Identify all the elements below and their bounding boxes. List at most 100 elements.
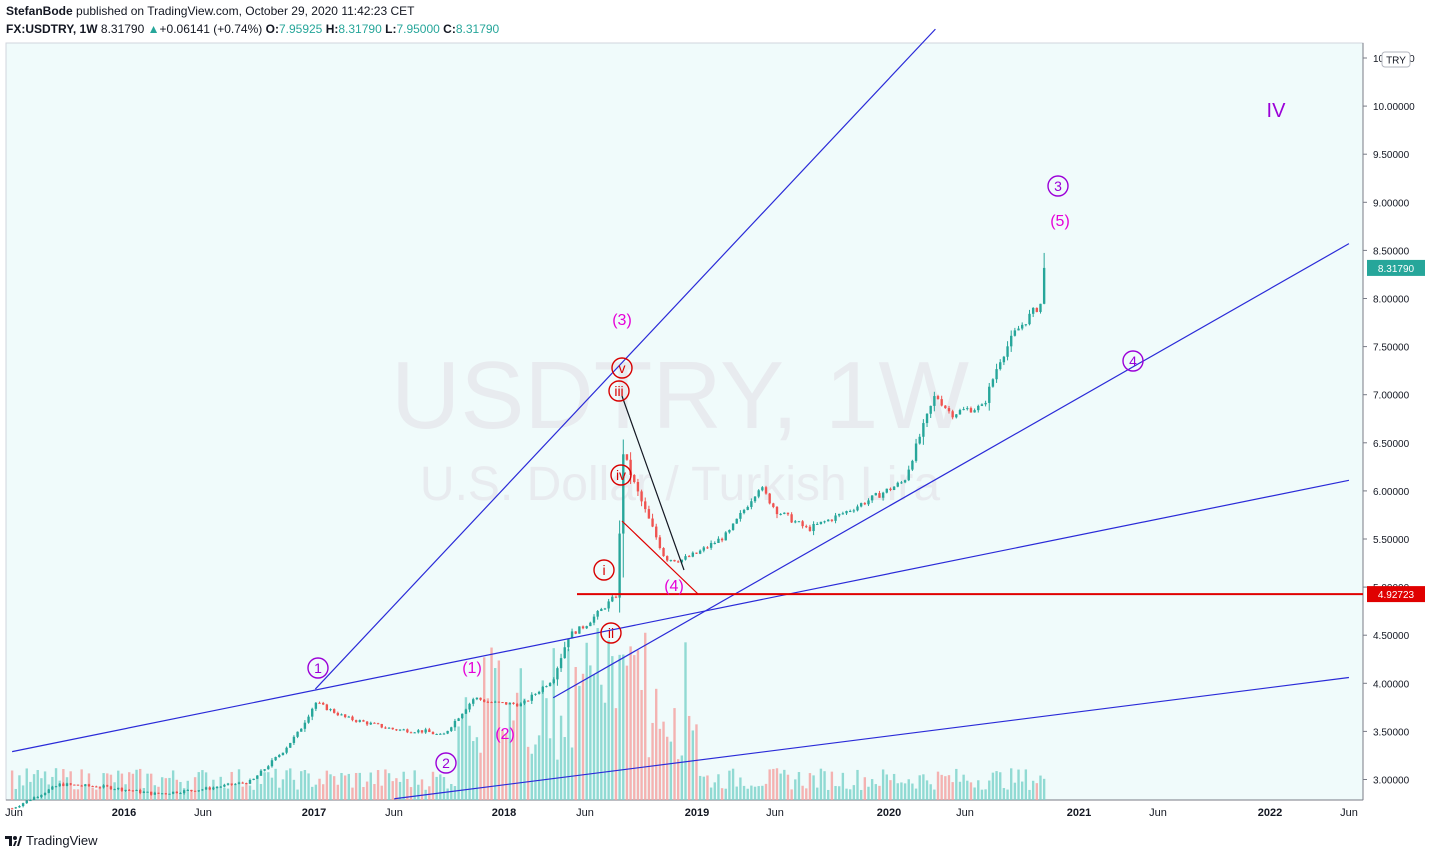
candle-body xyxy=(680,559,684,563)
candle-body xyxy=(483,699,486,702)
volume-bar xyxy=(852,785,856,800)
volume-bar xyxy=(863,777,867,800)
volume-bar xyxy=(318,778,321,800)
volume-bar xyxy=(58,780,61,800)
volume-bar xyxy=(409,787,413,800)
candle-body xyxy=(746,506,749,510)
volume-bar xyxy=(805,788,808,800)
volume-bar xyxy=(680,755,684,800)
volume-bar xyxy=(944,776,947,800)
candle-body xyxy=(160,793,164,795)
volume-bar xyxy=(1024,769,1028,800)
volume-bar xyxy=(384,769,387,800)
volume-bar xyxy=(1006,789,1009,800)
volume-bar xyxy=(54,768,58,800)
volume-bar xyxy=(929,784,932,800)
volume-bar xyxy=(673,708,676,800)
candle-body xyxy=(226,783,230,785)
volume-bar xyxy=(472,741,475,800)
volume-bar xyxy=(25,768,28,800)
wave-label: (2) xyxy=(495,726,515,743)
x-tick-label: Jun xyxy=(956,807,974,819)
candle-body xyxy=(157,792,160,794)
candle-body xyxy=(131,790,135,792)
volume-bar xyxy=(676,759,680,800)
candle-body xyxy=(537,691,541,694)
candle-body xyxy=(1042,267,1046,304)
candle-body xyxy=(47,789,50,793)
volume-bar xyxy=(644,632,647,800)
candle-body xyxy=(365,721,369,725)
candle-body xyxy=(644,501,647,510)
candle-body xyxy=(801,521,804,527)
volume-bar xyxy=(98,786,102,800)
volume-bar xyxy=(914,788,918,800)
candle-body xyxy=(504,702,508,705)
candle-body xyxy=(863,503,867,505)
candle-body xyxy=(647,509,651,519)
volume-bar xyxy=(475,737,479,800)
candle-body xyxy=(80,785,83,787)
high-label: H: xyxy=(325,22,339,36)
volume-bar xyxy=(497,660,501,800)
wave-label: (4) xyxy=(664,578,684,595)
candle-body xyxy=(113,789,116,791)
volume-bar xyxy=(494,668,497,800)
volume-bar xyxy=(40,778,43,800)
volume-bar xyxy=(790,789,793,800)
candle-body xyxy=(153,792,157,795)
volume-bar xyxy=(1002,788,1006,800)
candle-body xyxy=(62,783,65,786)
candle-body xyxy=(208,787,211,790)
candle-body xyxy=(1031,307,1035,314)
volume-bar xyxy=(442,777,446,800)
candle-body xyxy=(212,787,215,790)
candle-body xyxy=(296,731,299,737)
candle-body xyxy=(318,702,321,704)
publisher-name[interactable]: StefanBode xyxy=(6,4,73,18)
volume-bar xyxy=(841,772,845,800)
candle-body xyxy=(1039,303,1042,312)
volume-bar xyxy=(731,768,735,800)
candle-body xyxy=(687,556,691,558)
volume-bar xyxy=(545,698,548,800)
volume-bar xyxy=(786,774,790,800)
volume-bar xyxy=(241,786,244,800)
volume-bar xyxy=(32,774,36,800)
candle-body xyxy=(120,787,124,791)
currency-badge[interactable]: TRY xyxy=(1381,51,1411,68)
volume-bar xyxy=(208,788,211,800)
y-tick-label: 9.50000 xyxy=(1373,150,1410,161)
volume-bar xyxy=(230,771,233,800)
volume-bar xyxy=(179,781,182,800)
price-axis[interactable] xyxy=(1363,43,1433,800)
volume-bar xyxy=(446,788,449,800)
candle-body xyxy=(289,742,292,748)
x-tick-label: Jun xyxy=(576,807,594,819)
candle-body xyxy=(259,770,263,776)
x-tick-label: 2016 xyxy=(112,807,136,819)
candle-body xyxy=(307,716,310,723)
candle-body xyxy=(409,732,413,734)
volume-bar xyxy=(845,788,848,800)
candle-body xyxy=(230,783,233,785)
candle-body xyxy=(790,514,793,523)
candle-body xyxy=(18,806,21,808)
volume-bar xyxy=(351,787,354,800)
footer-brand[interactable]: TradingView xyxy=(4,833,98,848)
volume-bar xyxy=(490,647,493,800)
candle-body xyxy=(958,410,962,415)
candle-body xyxy=(984,402,987,405)
volume-bar xyxy=(713,782,716,800)
candle-body xyxy=(691,552,695,557)
volume-bar xyxy=(1020,781,1024,800)
volume-bar xyxy=(1013,782,1017,800)
volume-bar xyxy=(303,769,307,800)
candle-body xyxy=(651,518,654,527)
volume-bar xyxy=(691,730,695,800)
candle-body xyxy=(940,399,943,406)
candle-body xyxy=(845,511,848,514)
volume-bar xyxy=(65,777,69,800)
volume-bar xyxy=(237,769,241,800)
